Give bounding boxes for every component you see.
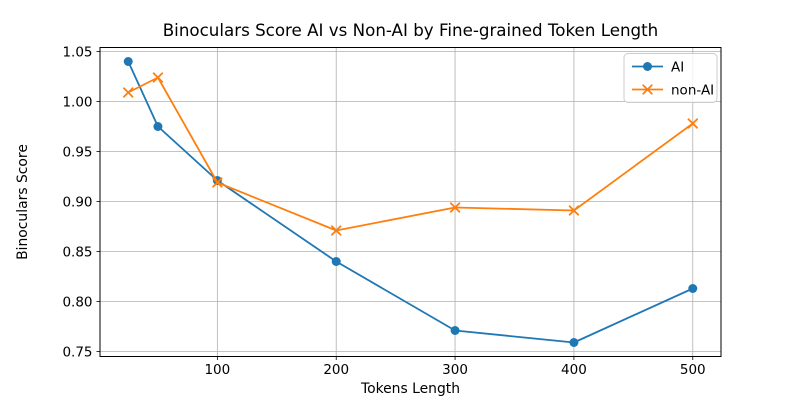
data-point-non-AI (687, 118, 698, 129)
ticks-layer: 100 200 300 400 500 0.75 0.80 0.85 0.90 0.95 1.00 1… (62, 44, 705, 378)
legend: AI non-AI (623, 53, 718, 103)
data-point-non-AI (152, 72, 164, 83)
x-tick-label: 300 (442, 362, 468, 378)
x-tick-label: 500 (680, 362, 706, 378)
y-axis-label: Binoculars Score (15, 144, 31, 260)
legend-marker (642, 84, 653, 95)
y-tick-label: 0.95 (62, 144, 92, 160)
legend-label: AI (671, 59, 684, 75)
data-point-non-AI (212, 177, 223, 188)
series-line-non-AI (127, 76, 694, 232)
x-tick-label: 400 (561, 362, 587, 378)
data-point-AI (153, 122, 163, 131)
data-point-AI (688, 284, 698, 293)
data-point-non-AI (123, 87, 134, 98)
y-tick-label: 1.05 (62, 44, 92, 60)
legend-label: non-AI (671, 82, 714, 98)
legend-marker (643, 62, 652, 71)
data-point-non-AI (331, 225, 342, 236)
chart-title: Binoculars Score AI vs Non-AI by Fine-gr… (163, 20, 659, 40)
data-point-AI (123, 57, 133, 66)
series-line-AI (127, 60, 694, 344)
series-layer (123, 57, 698, 347)
y-tick-label: 0.85 (62, 244, 92, 260)
data-point-non-AI (568, 205, 580, 216)
grid-layer (100, 47, 721, 357)
y-tick-label: 0.80 (62, 294, 92, 310)
y-tick-label: 0.75 (62, 344, 92, 360)
data-point-AI (450, 326, 460, 335)
data-point-non-AI (449, 202, 461, 213)
data-point-AI (569, 338, 579, 347)
plot-area-border (99, 47, 722, 357)
y-tick-label: 0.90 (62, 194, 92, 210)
data-point-AI (331, 257, 341, 266)
x-tick-label: 200 (323, 362, 349, 378)
x-tick-label: 100 (204, 362, 230, 378)
x-axis-label: Tokens Length (360, 381, 460, 397)
y-tick-label: 1.00 (62, 94, 92, 110)
